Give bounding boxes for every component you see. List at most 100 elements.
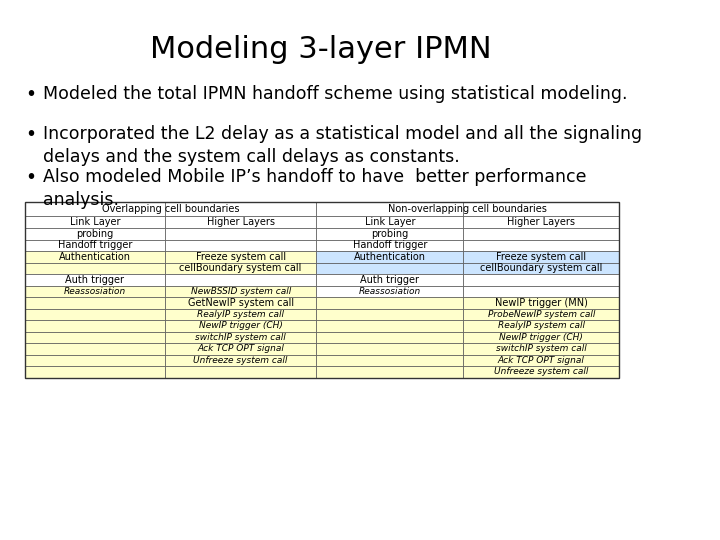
Bar [165,343,316,354]
Text: Modeled the total IPMN handoff scheme using statistical modeling.: Modeled the total IPMN handoff scheme us… [42,85,627,103]
Text: Unfreeze system call: Unfreeze system call [494,367,589,376]
Bar [464,343,619,354]
Bar [316,262,464,274]
Bar [25,274,165,286]
Bar [316,332,464,343]
Text: •: • [25,125,36,144]
Bar [316,202,464,216]
Bar [25,308,165,320]
Bar [165,240,316,251]
Bar [316,297,464,308]
Text: GetNewIP system call: GetNewIP system call [188,298,294,308]
Text: Link Layer: Link Layer [70,217,120,227]
Bar [464,297,619,308]
Bar [25,228,165,240]
Bar [316,274,464,286]
Bar [165,228,316,240]
Text: Unfreeze system call: Unfreeze system call [194,356,288,364]
Bar [25,216,165,228]
Bar [464,286,619,297]
Text: Ack TCP OPT signal: Ack TCP OPT signal [498,356,585,364]
Bar [165,354,316,366]
Bar [25,286,165,297]
Text: Authentication: Authentication [59,252,131,262]
Bar [464,274,619,286]
Bar [25,202,619,377]
Bar [316,216,464,228]
Bar [165,366,316,377]
Bar [165,297,316,308]
Text: Also modeled Mobile IP’s handoff to have  better performance
analysis.: Also modeled Mobile IP’s handoff to have… [42,168,586,209]
Bar [464,251,619,262]
Text: Overlapping cell boundaries: Overlapping cell boundaries [102,204,240,214]
Bar [316,286,464,297]
Bar [464,240,619,251]
Bar [165,320,316,332]
Bar [316,354,464,366]
Text: Freeze system call: Freeze system call [496,252,587,262]
Text: ProbeNewIP system call: ProbeNewIP system call [487,310,595,319]
Bar [25,354,165,366]
Bar [25,202,165,216]
Text: probing: probing [76,229,114,239]
Text: Auth trigger: Auth trigger [361,275,420,285]
Text: RealyIP system call: RealyIP system call [197,310,284,319]
Bar [25,251,165,262]
Bar [316,308,464,320]
Bar [165,332,316,343]
Text: Modeling 3-layer IPMN: Modeling 3-layer IPMN [150,35,492,64]
Bar [25,297,165,308]
Bar [165,202,316,216]
Text: Reassosiation: Reassosiation [359,287,421,296]
Bar [25,332,165,343]
Bar [464,262,619,274]
Bar [464,228,619,240]
Text: switchIP system call: switchIP system call [195,333,286,342]
Text: •: • [25,85,36,104]
Bar [316,366,464,377]
Text: cellBoundary system call: cellBoundary system call [179,263,302,273]
Text: RealyIP system call: RealyIP system call [498,321,585,330]
Bar [464,354,619,366]
Bar [25,366,165,377]
Text: Handoff trigger: Handoff trigger [58,240,132,250]
Bar [464,366,619,377]
Bar [165,216,316,228]
Bar [25,240,165,251]
Bar [316,320,464,332]
Bar [25,343,165,354]
Bar [165,274,316,286]
Bar [316,251,464,262]
Text: Auth trigger: Auth trigger [66,275,125,285]
Text: cellBoundary system call: cellBoundary system call [480,263,603,273]
Bar [316,240,464,251]
Bar [25,262,165,274]
Bar [165,308,316,320]
Bar [165,262,316,274]
Text: Incorporated the L2 delay as a statistical model and all the signaling
delays an: Incorporated the L2 delay as a statistic… [42,125,642,166]
Text: Handoff trigger: Handoff trigger [353,240,427,250]
Text: Higher Layers: Higher Layers [508,217,575,227]
Bar [464,320,619,332]
Text: Ack TCP OPT signal: Ack TCP OPT signal [197,345,284,353]
Text: Authentication: Authentication [354,252,426,262]
Text: switchIP system call: switchIP system call [496,345,587,353]
Bar [165,286,316,297]
Text: Non-overlapping cell boundaries: Non-overlapping cell boundaries [389,204,547,214]
Text: NewBSSID system call: NewBSSID system call [191,287,291,296]
Text: NewIP trigger (CH): NewIP trigger (CH) [500,333,583,342]
Text: NewIP trigger (MN): NewIP trigger (MN) [495,298,588,308]
Bar [165,251,316,262]
Text: Higher Layers: Higher Layers [207,217,274,227]
Bar [464,332,619,343]
Text: Freeze system call: Freeze system call [196,252,286,262]
Text: probing: probing [372,229,408,239]
Bar [464,308,619,320]
Text: NewIP trigger (CH): NewIP trigger (CH) [199,321,282,330]
Text: Link Layer: Link Layer [364,217,415,227]
Bar [464,216,619,228]
Bar [316,343,464,354]
Bar [316,228,464,240]
Bar [464,202,619,216]
Bar [25,320,165,332]
